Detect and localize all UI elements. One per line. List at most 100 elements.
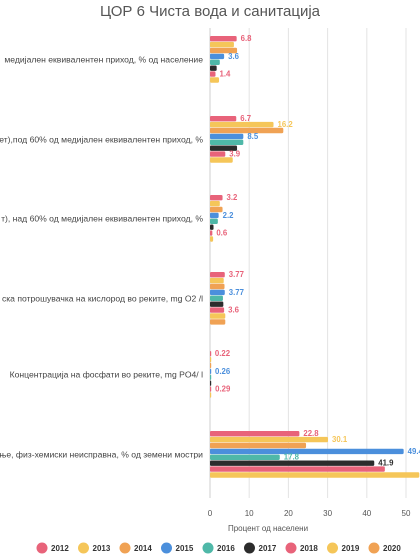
bar-2017 bbox=[210, 460, 375, 466]
legend-label: 2015 bbox=[176, 544, 194, 553]
legend-swatch bbox=[161, 542, 172, 554]
legend-swatch bbox=[327, 542, 338, 554]
category-label: т), над 60% од медијален еквивалентен пр… bbox=[1, 214, 203, 224]
legend-label: 2017 bbox=[259, 544, 277, 553]
legend-label: 2012 bbox=[51, 544, 69, 553]
bar-2012 bbox=[210, 116, 237, 122]
legend-swatch bbox=[78, 542, 89, 554]
x-tick-label: 20 bbox=[284, 509, 293, 518]
data-label: 3.2 bbox=[227, 193, 239, 202]
legend-swatch bbox=[285, 542, 297, 554]
data-label: 41.9 bbox=[378, 459, 394, 468]
x-axis-ticks: 0102030405060 bbox=[208, 509, 411, 518]
x-tick-label: 10 bbox=[245, 509, 254, 518]
bar-2013 bbox=[210, 41, 234, 48]
data-label: 17.8 bbox=[284, 453, 300, 462]
data-label: 16.2 bbox=[278, 120, 294, 129]
bar-2016 bbox=[210, 454, 280, 460]
legend-item-2017[interactable]: 2017 bbox=[244, 542, 277, 554]
bar-2019 bbox=[210, 313, 226, 319]
data-label: 3.6 bbox=[228, 306, 240, 315]
bar-2013 bbox=[210, 121, 274, 128]
bar-2017 bbox=[210, 224, 214, 230]
bar-2013 bbox=[210, 200, 220, 207]
bar-2017 bbox=[210, 301, 224, 307]
chart-title: ЦОР 6 Чиста вода и санитација bbox=[100, 3, 321, 20]
legend-label: 2016 bbox=[217, 544, 235, 553]
bar-2016 bbox=[210, 218, 218, 224]
legend-item-2015[interactable]: 2015 bbox=[161, 542, 194, 554]
x-axis-label: Процент од населени bbox=[228, 524, 308, 533]
category-label: медијален еквивалентен приход, % од насе… bbox=[4, 55, 203, 65]
bar-2015 bbox=[210, 289, 225, 296]
legend-swatch bbox=[244, 542, 255, 554]
bar-2013 bbox=[210, 277, 224, 284]
legend-item-2018[interactable]: 2018 bbox=[285, 542, 319, 554]
legend-item-2014[interactable]: 2014 bbox=[119, 542, 153, 554]
category-labels: медијален еквивалентен приход, % од насе… bbox=[0, 55, 203, 460]
legend-swatch bbox=[119, 542, 131, 554]
data-label: 6.8 bbox=[241, 34, 253, 43]
data-label: 22.8 bbox=[303, 429, 319, 438]
legend-item-2012[interactable]: 2012 bbox=[36, 542, 70, 554]
bar-2015 bbox=[210, 368, 212, 375]
bar-2012 bbox=[210, 431, 300, 437]
bar-2014 bbox=[210, 362, 212, 369]
bar-2014 bbox=[210, 47, 238, 54]
legend-item-2019[interactable]: 2019 bbox=[327, 542, 360, 554]
bar-2015 bbox=[210, 448, 404, 455]
data-label: 8.5 bbox=[247, 132, 259, 141]
data-label: 3.6 bbox=[228, 52, 240, 61]
bar-2017 bbox=[210, 145, 238, 151]
bar-2019 bbox=[210, 157, 233, 163]
bar-2016 bbox=[210, 59, 220, 65]
bar-2017 bbox=[210, 380, 212, 386]
legend-item-2020[interactable]: 2020 bbox=[368, 542, 402, 554]
data-label: 3.77 bbox=[229, 288, 244, 297]
bar-2016 bbox=[210, 374, 212, 380]
value-labels: 6.83.61.46.716.28.53.93.22.20.63.773.773… bbox=[215, 34, 420, 468]
bar-2012 bbox=[210, 351, 212, 357]
bar-2012 bbox=[210, 36, 237, 42]
legend-swatch bbox=[202, 542, 214, 554]
bar-2018 bbox=[210, 386, 212, 392]
legend: 2012 2013 2014 2015 2016 2017 2018 2019 2020 bbox=[36, 542, 402, 554]
legend-item-2013[interactable]: 2013 bbox=[78, 542, 111, 554]
data-label: 0.26 bbox=[215, 367, 231, 376]
legend-swatch bbox=[368, 542, 380, 554]
data-label: 2.2 bbox=[223, 211, 235, 220]
data-label: 3.77 bbox=[229, 270, 244, 279]
bar-2018 bbox=[210, 230, 213, 236]
data-label: 49.4 bbox=[408, 447, 420, 456]
bar-2015 bbox=[210, 212, 219, 219]
category-label: ет),под 60% од медијален еквивалентен пр… bbox=[0, 135, 203, 145]
legend-label: 2014 bbox=[134, 544, 152, 553]
bar-2015 bbox=[210, 53, 225, 60]
bar-2018 bbox=[210, 307, 225, 313]
bar-2018 bbox=[210, 466, 385, 472]
x-tick-label: 30 bbox=[323, 509, 332, 518]
bar-2016 bbox=[210, 295, 223, 301]
data-label: 0.29 bbox=[215, 385, 231, 394]
legend-label: 2020 bbox=[383, 544, 401, 553]
data-label: 0.22 bbox=[215, 349, 231, 358]
bar-2019 bbox=[210, 236, 214, 242]
bar-2014 bbox=[210, 442, 307, 449]
bar-2016 bbox=[210, 139, 244, 145]
legend-label: 2013 bbox=[93, 544, 111, 553]
x-tick-label: 40 bbox=[362, 509, 371, 518]
bar-2019 bbox=[210, 472, 420, 478]
grid-layer bbox=[209, 28, 407, 498]
legend-swatch bbox=[36, 542, 48, 554]
bar-2020 bbox=[210, 319, 226, 325]
data-label: 3.9 bbox=[229, 150, 241, 159]
legend-item-2016[interactable]: 2016 bbox=[202, 542, 236, 554]
category-label: ње, физ-хемиски неисправна, % од земени … bbox=[0, 450, 203, 460]
data-label: 6.7 bbox=[240, 114, 251, 123]
x-tick-label: 0 bbox=[208, 509, 213, 518]
bar-2019 bbox=[210, 77, 220, 83]
bar-2013 bbox=[210, 356, 212, 363]
bar-2018 bbox=[210, 71, 216, 77]
bar-2012 bbox=[210, 195, 223, 201]
